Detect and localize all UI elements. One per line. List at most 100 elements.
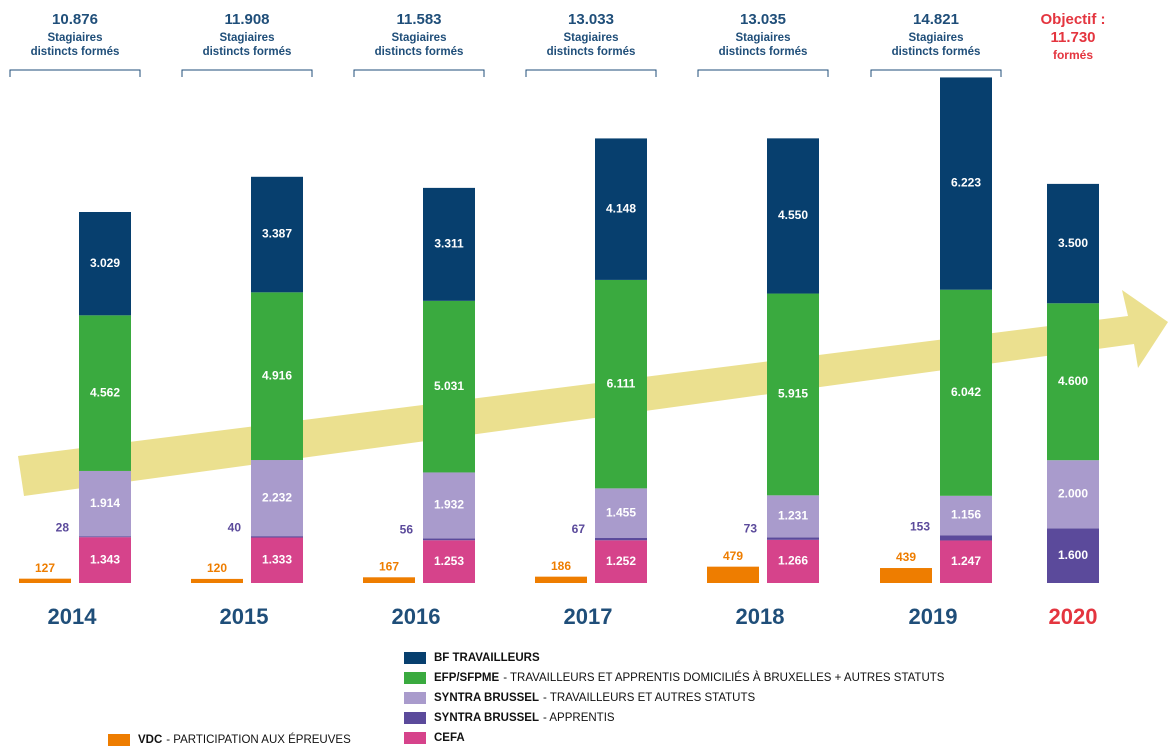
header-total: 11.730 (1050, 29, 1095, 46)
legend-detail: - TRAVAILLEURS ET APPRENTIS DOMICILIÉS À… (503, 671, 945, 684)
header-total: 11.908 (224, 11, 269, 28)
legend-name: EFP/SFPME (434, 672, 500, 684)
value-label: 1.231 (778, 509, 808, 523)
value-label: 73 (744, 521, 758, 535)
vdc-bar (363, 577, 415, 583)
bar-segment (251, 536, 303, 538)
value-label: 4.550 (778, 208, 808, 222)
legend-swatch (404, 672, 426, 684)
header-bracket (870, 69, 1002, 77)
bar-segment (1047, 303, 1099, 461)
trend-arrow (18, 290, 1168, 496)
bar-segment (423, 187, 475, 301)
vdc-bar (535, 576, 587, 583)
legend-detail: - TRAVAILLEURS ET AUTRES STATUTS (543, 692, 755, 704)
bar-segment (251, 176, 303, 293)
value-label: 1.266 (778, 554, 808, 568)
value-label: 4.916 (262, 368, 292, 382)
x-tick-label: 2019 (909, 604, 958, 629)
legend-detail: - APPRENTIS (543, 712, 615, 724)
vdc-bar (707, 566, 759, 583)
header-caption: Stagiaires (220, 32, 275, 44)
header-total: 11.583 (396, 11, 441, 28)
bar-segment (767, 138, 819, 294)
header-caption: Stagiaires (392, 32, 447, 44)
value-label: 3.387 (262, 227, 292, 241)
value-label: 1.156 (951, 508, 981, 522)
bar-segment (940, 495, 992, 536)
legend-name: SYNTRA BRUSSEL (434, 712, 539, 724)
bar-segment (940, 289, 992, 496)
legend-label: CEFA (434, 732, 465, 744)
header-caption: formés (1053, 48, 1093, 62)
x-tick-label: 2017 (564, 604, 613, 629)
bar-segment (423, 538, 475, 541)
value-label: 1.333 (262, 552, 292, 566)
value-label: 4.562 (90, 385, 120, 399)
legend-label: EFP/SFPME - TRAVAILLEURS ET APPRENTIS DOM… (434, 671, 945, 684)
vdc-label: 186 (551, 559, 571, 573)
legend-label: BF TRAVAILLEURS (434, 652, 540, 664)
value-label: 5.031 (434, 379, 464, 393)
vdc-label: 167 (379, 559, 399, 573)
value-label: 1.932 (434, 498, 464, 512)
x-tick-label: 2018 (736, 604, 785, 629)
value-label: 67 (572, 522, 586, 536)
bar-segment (251, 537, 303, 583)
bar-segment (79, 537, 131, 583)
header-total: 13.033 (568, 11, 614, 28)
legend-swatch (404, 732, 426, 744)
bar-segment (767, 293, 819, 496)
bar-segment (79, 470, 131, 537)
value-label: 6.042 (951, 385, 981, 399)
header-total: 10.876 (52, 11, 98, 28)
bar-segment (595, 538, 647, 541)
legend-name: CEFA (434, 732, 465, 744)
legend-name: SYNTRA BRUSSEL (434, 692, 539, 704)
vdc-label: 127 (35, 561, 55, 575)
header-caption: distincts formés (719, 46, 808, 58)
value-label: 1.247 (951, 554, 981, 568)
legend-detail: - PARTICIPATION AUX ÉPREUVES (166, 733, 351, 746)
bar-segment (251, 460, 303, 537)
bar-segment (423, 540, 475, 583)
header-caption: Stagiaires (48, 32, 103, 44)
value-label: 1.455 (606, 505, 636, 519)
header-caption: distincts formés (547, 46, 636, 58)
value-label: 6.223 (951, 176, 981, 190)
legend-swatch (404, 652, 426, 664)
value-label: 3.311 (434, 237, 464, 251)
header-bracket (9, 69, 141, 77)
value-label: 4.148 (606, 201, 636, 215)
legend-label: SYNTRA BRUSSEL - TRAVAILLEURS ET AUTRES S… (434, 692, 755, 704)
value-label: 2.232 (262, 490, 292, 504)
vdc-label: 120 (207, 561, 227, 575)
bar-segment (940, 77, 992, 290)
bar-segment (423, 472, 475, 539)
legend-name: VDC (138, 734, 162, 746)
header-caption: distincts formés (31, 46, 120, 58)
legend-label: VDC - PARTICIPATION AUX ÉPREUVES (138, 733, 351, 746)
bar-segment (79, 315, 131, 471)
bar-segment (79, 536, 131, 538)
bar-segment (79, 212, 131, 316)
x-tick-label: 2020 (1049, 604, 1098, 629)
header-bracket (353, 69, 485, 77)
value-label: 3.500 (1058, 236, 1088, 250)
value-label: 28 (56, 520, 70, 534)
bar-segment (1047, 528, 1099, 583)
bar-segment (423, 300, 475, 473)
header-total: 14.821 (913, 11, 959, 28)
header-bracket (697, 69, 829, 77)
value-label: 6.111 (607, 376, 636, 390)
x-tick-label: 2014 (48, 604, 98, 629)
x-tick-label: 2016 (392, 604, 441, 629)
legend-label: SYNTRA BRUSSEL - APPRENTIS (434, 712, 615, 724)
vdc-bar (191, 578, 243, 583)
value-label: 3.029 (90, 256, 120, 270)
bar-segment (595, 279, 647, 489)
bar-segment (1047, 183, 1099, 304)
header-total: 13.035 (740, 11, 786, 28)
value-label: 5.915 (778, 387, 808, 401)
